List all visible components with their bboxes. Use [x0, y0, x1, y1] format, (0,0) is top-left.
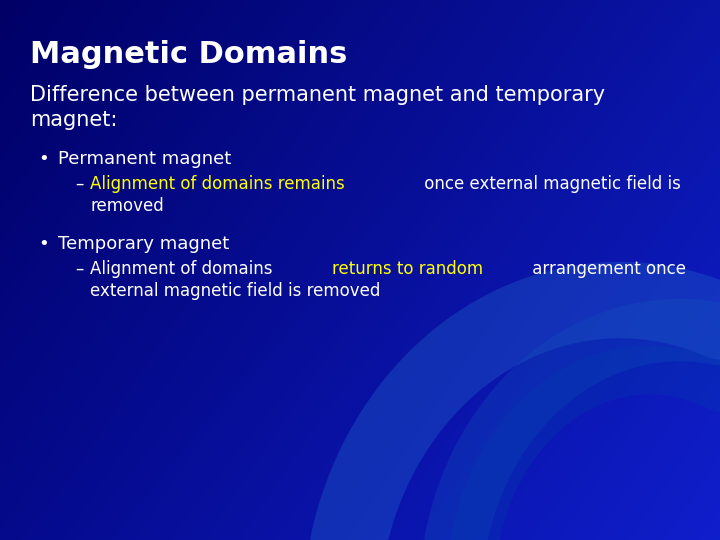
- Text: Magnetic Domains: Magnetic Domains: [30, 40, 347, 69]
- Text: arrangement once: arrangement once: [527, 260, 686, 278]
- Text: Alignment of domains: Alignment of domains: [90, 260, 278, 278]
- Text: external magnetic field is removed: external magnetic field is removed: [90, 282, 380, 300]
- Text: magnet:: magnet:: [30, 110, 117, 130]
- Text: –: –: [75, 175, 84, 193]
- Text: once external magnetic field is: once external magnetic field is: [419, 175, 680, 193]
- Text: •: •: [38, 235, 49, 253]
- Text: Temporary magnet: Temporary magnet: [58, 235, 229, 253]
- Text: •: •: [38, 150, 49, 168]
- Text: –: –: [75, 260, 84, 278]
- Text: returns to random: returns to random: [332, 260, 483, 278]
- Text: Alignment of domains remains: Alignment of domains remains: [90, 175, 345, 193]
- Text: Difference between permanent magnet and temporary: Difference between permanent magnet and …: [30, 85, 605, 105]
- Text: Permanent magnet: Permanent magnet: [58, 150, 231, 168]
- Text: removed: removed: [90, 197, 163, 215]
